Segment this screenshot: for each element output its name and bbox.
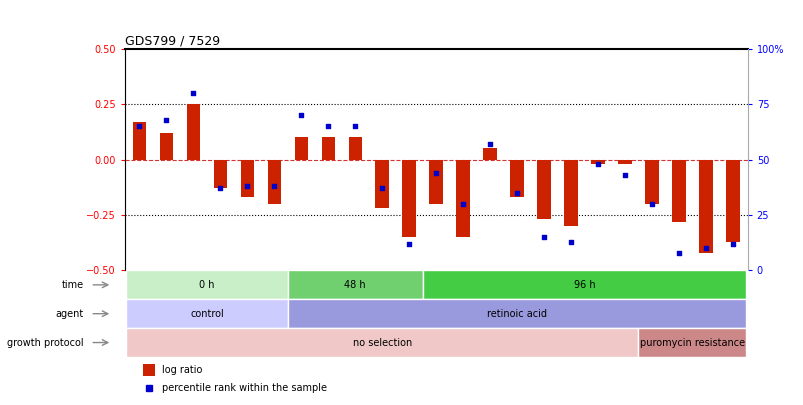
Bar (618, 160, 631, 164)
Point (187, 90, 200, 96)
Bar (456, 160, 469, 237)
Bar (267, 160, 281, 204)
Text: puromycin resistance: puromycin resistance (639, 337, 744, 347)
Point (645, 200, 658, 207)
Bar (132, 122, 146, 160)
Point (671, 249, 684, 256)
Bar (725, 160, 739, 242)
Bar (375, 160, 389, 208)
Point (295, 112, 308, 118)
Point (564, 239, 577, 245)
Point (537, 234, 550, 241)
Point (483, 141, 496, 147)
Point (375, 185, 388, 192)
Bar (214, 160, 226, 188)
Point (241, 183, 254, 190)
Bar (186, 104, 200, 160)
Point (618, 172, 630, 178)
Bar (483, 148, 496, 160)
Text: percentile rank within the sample: percentile rank within the sample (161, 383, 327, 393)
Point (214, 185, 226, 192)
Point (132, 123, 145, 130)
Bar (699, 160, 711, 253)
Bar (126, 299, 287, 328)
Bar (348, 137, 361, 160)
Text: no selection: no selection (353, 337, 411, 347)
Bar (126, 328, 638, 357)
Point (591, 161, 604, 167)
Point (349, 123, 361, 130)
Bar (143, 364, 154, 376)
Text: 96 h: 96 h (573, 280, 594, 290)
Text: 48 h: 48 h (344, 280, 365, 290)
Bar (645, 160, 658, 204)
Bar (590, 160, 604, 164)
Bar (536, 160, 550, 220)
Bar (287, 299, 745, 328)
Bar (126, 271, 287, 299)
Text: GDS799 / 7529: GDS799 / 7529 (124, 34, 219, 47)
Point (160, 116, 173, 123)
Point (321, 123, 334, 130)
Bar (671, 160, 685, 222)
Point (456, 200, 469, 207)
Bar (294, 137, 308, 160)
Text: time: time (62, 280, 84, 290)
Bar (510, 160, 524, 197)
Bar (240, 160, 254, 197)
Text: 0 h: 0 h (199, 280, 214, 290)
Bar (160, 133, 173, 160)
Point (726, 241, 739, 247)
Point (402, 241, 415, 247)
Bar (429, 160, 442, 204)
Text: agent: agent (55, 309, 84, 319)
Bar (564, 160, 577, 226)
Point (510, 190, 523, 196)
Text: log ratio: log ratio (161, 365, 202, 375)
Point (267, 183, 280, 190)
Bar (638, 328, 745, 357)
Text: control: control (190, 309, 223, 319)
Bar (287, 271, 422, 299)
Bar (422, 271, 745, 299)
Bar (402, 160, 415, 237)
Point (699, 245, 711, 252)
Bar (321, 137, 335, 160)
Text: retinoic acid: retinoic acid (487, 309, 546, 319)
Point (429, 170, 442, 176)
Text: growth protocol: growth protocol (7, 337, 84, 347)
